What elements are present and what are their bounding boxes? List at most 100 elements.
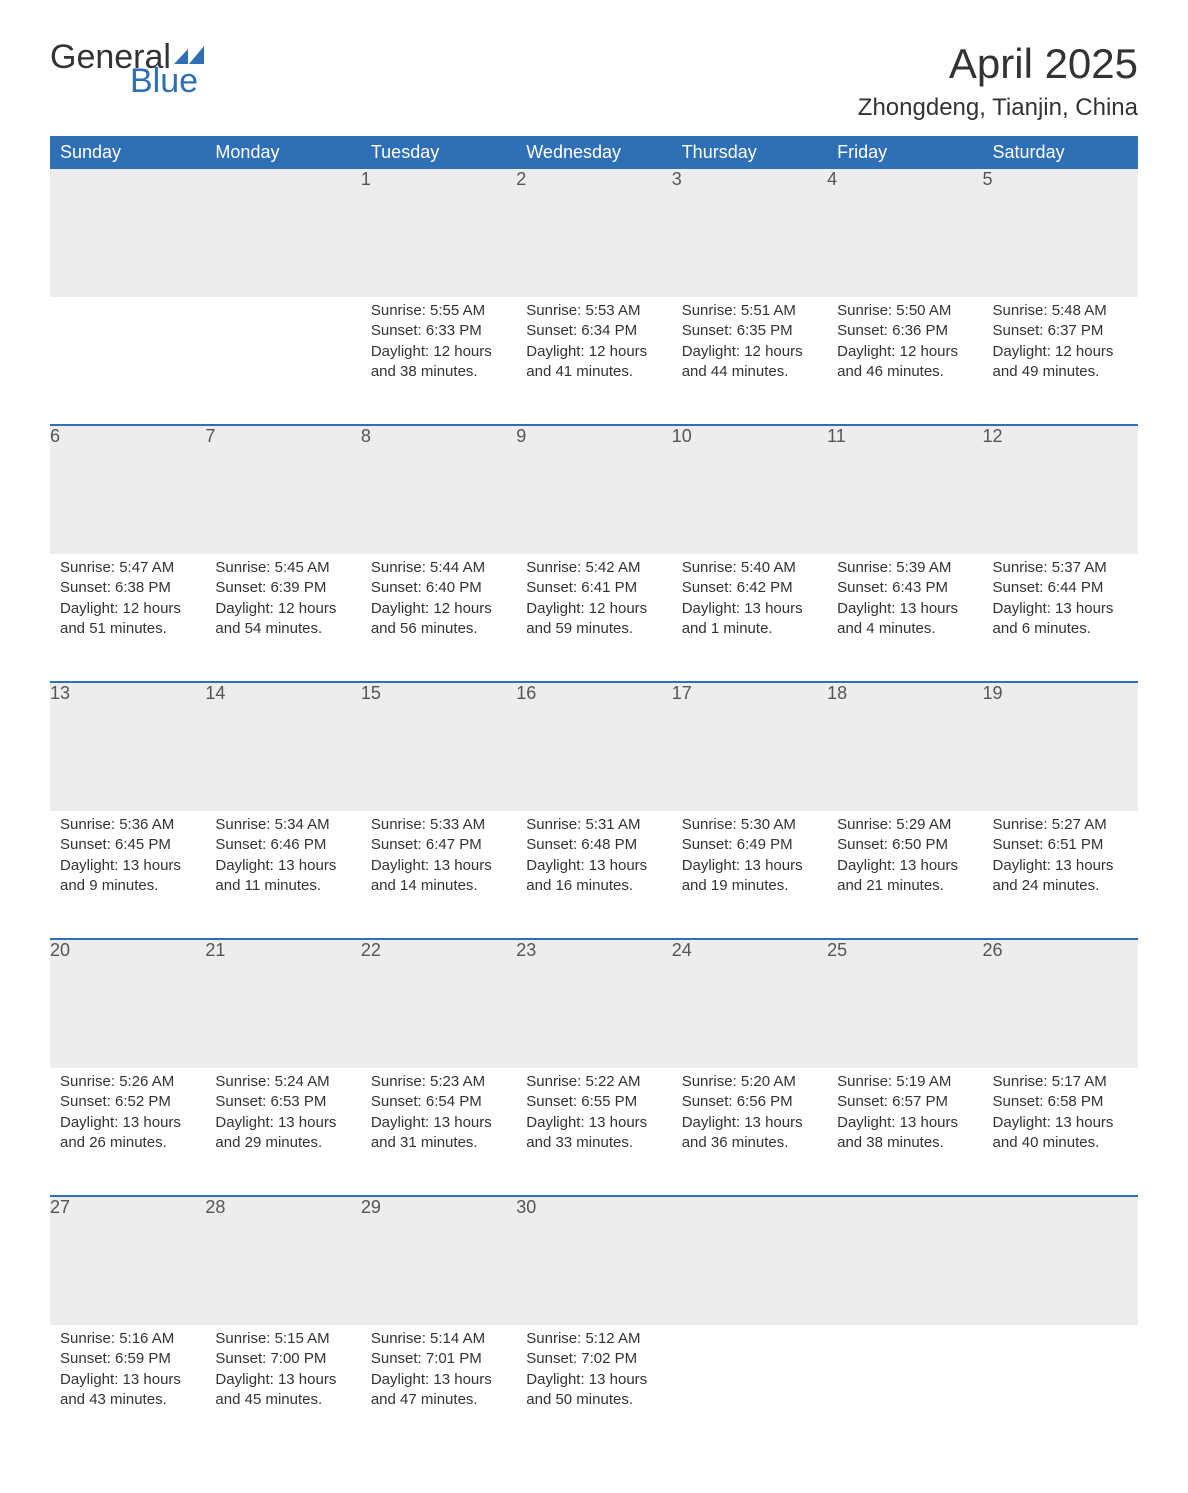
daylight-text: Daylight: 13 hours and 24 minutes. [993,856,1128,897]
sunset-text: Sunset: 6:57 PM [837,1092,972,1112]
day-cell: Sunrise: 5:29 AMSunset: 6:50 PMDaylight:… [827,811,982,939]
daylight-text: Daylight: 13 hours and 1 minute. [682,599,817,640]
day-header: Wednesday [516,136,671,169]
sunrise-text: Sunrise: 5:39 AM [837,558,972,578]
sunrise-text: Sunrise: 5:16 AM [60,1329,195,1349]
sunrise-text: Sunrise: 5:42 AM [526,558,661,578]
sunrise-text: Sunrise: 5:15 AM [215,1329,350,1349]
sunrise-text: Sunrise: 5:33 AM [371,815,506,835]
sunset-text: Sunset: 7:02 PM [526,1349,661,1369]
day-header: Saturday [983,136,1138,169]
day-number: 19 [983,683,1138,811]
sunset-text: Sunset: 6:56 PM [682,1092,817,1112]
daylight-text: Daylight: 12 hours and 56 minutes. [371,599,506,640]
day-header: Sunday [50,136,205,169]
daylight-text: Daylight: 13 hours and 19 minutes. [682,856,817,897]
day-cell [983,1325,1138,1453]
sunrise-text: Sunrise: 5:20 AM [682,1072,817,1092]
day-cell: Sunrise: 5:34 AMSunset: 6:46 PMDaylight:… [205,811,360,939]
daylight-text: Daylight: 13 hours and 43 minutes. [60,1370,195,1411]
sunrise-text: Sunrise: 5:40 AM [682,558,817,578]
day-number: 29 [361,1197,516,1325]
day-number: 26 [983,940,1138,1068]
sunset-text: Sunset: 6:38 PM [60,578,195,598]
daylight-text: Daylight: 13 hours and 26 minutes. [60,1113,195,1154]
page-header: General Blue April 2025 Zhongdeng, Tianj… [50,40,1138,122]
day-cell: Sunrise: 5:40 AMSunset: 6:42 PMDaylight:… [672,554,827,682]
sunset-text: Sunset: 6:34 PM [526,321,661,341]
sunrise-text: Sunrise: 5:14 AM [371,1329,506,1349]
sunset-text: Sunset: 6:42 PM [682,578,817,598]
day-body-row: Sunrise: 5:26 AMSunset: 6:52 PMDaylight:… [50,1068,1138,1196]
day-cell: Sunrise: 5:17 AMSunset: 6:58 PMDaylight:… [983,1068,1138,1196]
day-number [205,169,360,297]
day-cell: Sunrise: 5:31 AMSunset: 6:48 PMDaylight:… [516,811,671,939]
sunset-text: Sunset: 6:46 PM [215,835,350,855]
sunrise-text: Sunrise: 5:34 AM [215,815,350,835]
day-number [983,1197,1138,1325]
day-number: 17 [672,683,827,811]
day-cell: Sunrise: 5:48 AMSunset: 6:37 PMDaylight:… [983,297,1138,425]
day-cell: Sunrise: 5:37 AMSunset: 6:44 PMDaylight:… [983,554,1138,682]
sunset-text: Sunset: 6:48 PM [526,835,661,855]
day-number: 21 [205,940,360,1068]
day-number: 15 [361,683,516,811]
day-number: 9 [516,426,671,554]
day-cell: Sunrise: 5:51 AMSunset: 6:35 PMDaylight:… [672,297,827,425]
daylight-text: Daylight: 12 hours and 41 minutes. [526,342,661,383]
daylight-text: Daylight: 12 hours and 46 minutes. [837,342,972,383]
day-cell [50,297,205,425]
daynum-row: 13141516171819 [50,683,1138,811]
daylight-text: Daylight: 12 hours and 54 minutes. [215,599,350,640]
logo-text-blue: Blue [130,64,204,98]
day-number [672,1197,827,1325]
sunrise-text: Sunrise: 5:23 AM [371,1072,506,1092]
daylight-text: Daylight: 12 hours and 51 minutes. [60,599,195,640]
day-cell: Sunrise: 5:55 AMSunset: 6:33 PMDaylight:… [361,297,516,425]
day-cell: Sunrise: 5:23 AMSunset: 6:54 PMDaylight:… [361,1068,516,1196]
sunset-text: Sunset: 6:52 PM [60,1092,195,1112]
sunset-text: Sunset: 6:49 PM [682,835,817,855]
day-body-row: Sunrise: 5:36 AMSunset: 6:45 PMDaylight:… [50,811,1138,939]
day-cell [672,1325,827,1453]
day-number: 7 [205,426,360,554]
day-cell: Sunrise: 5:19 AMSunset: 6:57 PMDaylight:… [827,1068,982,1196]
day-body-row: Sunrise: 5:47 AMSunset: 6:38 PMDaylight:… [50,554,1138,682]
day-header: Monday [205,136,360,169]
daylight-text: Daylight: 13 hours and 29 minutes. [215,1113,350,1154]
daynum-row: 12345 [50,169,1138,297]
daylight-text: Daylight: 13 hours and 33 minutes. [526,1113,661,1154]
day-cell [205,297,360,425]
sunset-text: Sunset: 6:51 PM [993,835,1128,855]
sunset-text: Sunset: 6:59 PM [60,1349,195,1369]
sunset-text: Sunset: 6:54 PM [371,1092,506,1112]
day-cell: Sunrise: 5:16 AMSunset: 6:59 PMDaylight:… [50,1325,205,1453]
sunrise-text: Sunrise: 5:22 AM [526,1072,661,1092]
sunset-text: Sunset: 6:45 PM [60,835,195,855]
day-number: 6 [50,426,205,554]
day-cell: Sunrise: 5:27 AMSunset: 6:51 PMDaylight:… [983,811,1138,939]
calendar-table: SundayMondayTuesdayWednesdayThursdayFrid… [50,136,1138,1453]
sunset-text: Sunset: 6:33 PM [371,321,506,341]
sunrise-text: Sunrise: 5:12 AM [526,1329,661,1349]
day-number: 5 [983,169,1138,297]
day-body-row: Sunrise: 5:16 AMSunset: 6:59 PMDaylight:… [50,1325,1138,1453]
sunset-text: Sunset: 7:00 PM [215,1349,350,1369]
day-cell: Sunrise: 5:39 AMSunset: 6:43 PMDaylight:… [827,554,982,682]
day-number [827,1197,982,1325]
day-number: 4 [827,169,982,297]
sunset-text: Sunset: 6:36 PM [837,321,972,341]
sunrise-text: Sunrise: 5:29 AM [837,815,972,835]
day-number: 23 [516,940,671,1068]
sunrise-text: Sunrise: 5:55 AM [371,301,506,321]
day-number: 27 [50,1197,205,1325]
logo: General Blue [50,40,204,98]
day-body-row: Sunrise: 5:55 AMSunset: 6:33 PM Daylight:… [50,297,1138,425]
sunset-text: Sunset: 6:43 PM [837,578,972,598]
day-header: Friday [827,136,982,169]
daynum-row: 6789101112 [50,426,1138,554]
daylight-text: Daylight: 12 hours and 59 minutes. [526,599,661,640]
day-header: Thursday [672,136,827,169]
day-cell: Sunrise: 5:33 AMSunset: 6:47 PMDaylight:… [361,811,516,939]
sunset-text: Sunset: 6:35 PM [682,321,817,341]
